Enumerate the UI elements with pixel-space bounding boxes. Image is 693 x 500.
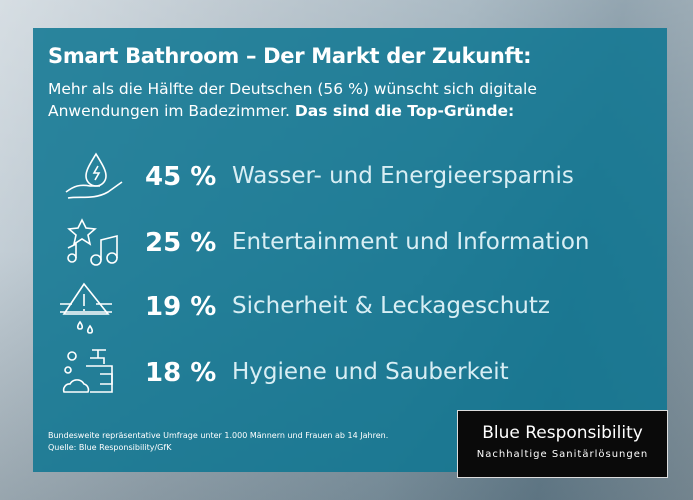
item-row: 45 % Wasser- und Energieersparnis (60, 152, 660, 202)
percent: 19 % (145, 292, 217, 322)
star-music-icon (67, 218, 118, 266)
brand-logo: Blue Responsibility Nachhaltige Sanitärlö… (457, 410, 668, 478)
footnote: Bundesweite repräsentative Umfrage unter… (48, 430, 388, 454)
footnote-survey: Bundesweite repräsentative Umfrage unter… (48, 431, 389, 440)
logo-tagline: Nachhaltige Sanitärlösungen (476, 449, 649, 460)
headline: Smart Bathroom – Der Markt der Zukunft: (48, 44, 532, 68)
label: Entertainment und Information (232, 229, 590, 255)
subtitle-text: Mehr als die Hälfte der Deutschen (56 %)… (48, 80, 537, 120)
label: Sicherheit & Leckageschutz (232, 293, 550, 319)
percent: 45 % (145, 162, 217, 192)
item-row: 19 % Sicherheit & Leckageschutz (60, 282, 660, 334)
info-panel (33, 28, 667, 472)
label: Hygiene und Sauberkeit (232, 359, 509, 385)
label: Wasser- und Energieersparnis (232, 163, 574, 189)
soap-dispenser-icon (62, 349, 113, 393)
water-hand-icon (65, 152, 123, 199)
item-row: 25 % Entertainment und Information (60, 218, 660, 268)
warning-leak-icon (60, 282, 112, 334)
item-row: 18 % Hygiene und Sauberkeit (60, 348, 660, 398)
footnote-source: Quelle: Blue Responsibility/GfK (48, 443, 172, 452)
subtitle-bold: Das sind die Top-Gründe: (294, 102, 515, 120)
subtitle: Mehr als die Hälfte der Deutschen (56 %)… (48, 78, 648, 122)
percent: 18 % (145, 358, 217, 388)
percent: 25 % (145, 228, 217, 258)
logo-name: Blue Responsibility (482, 423, 643, 443)
